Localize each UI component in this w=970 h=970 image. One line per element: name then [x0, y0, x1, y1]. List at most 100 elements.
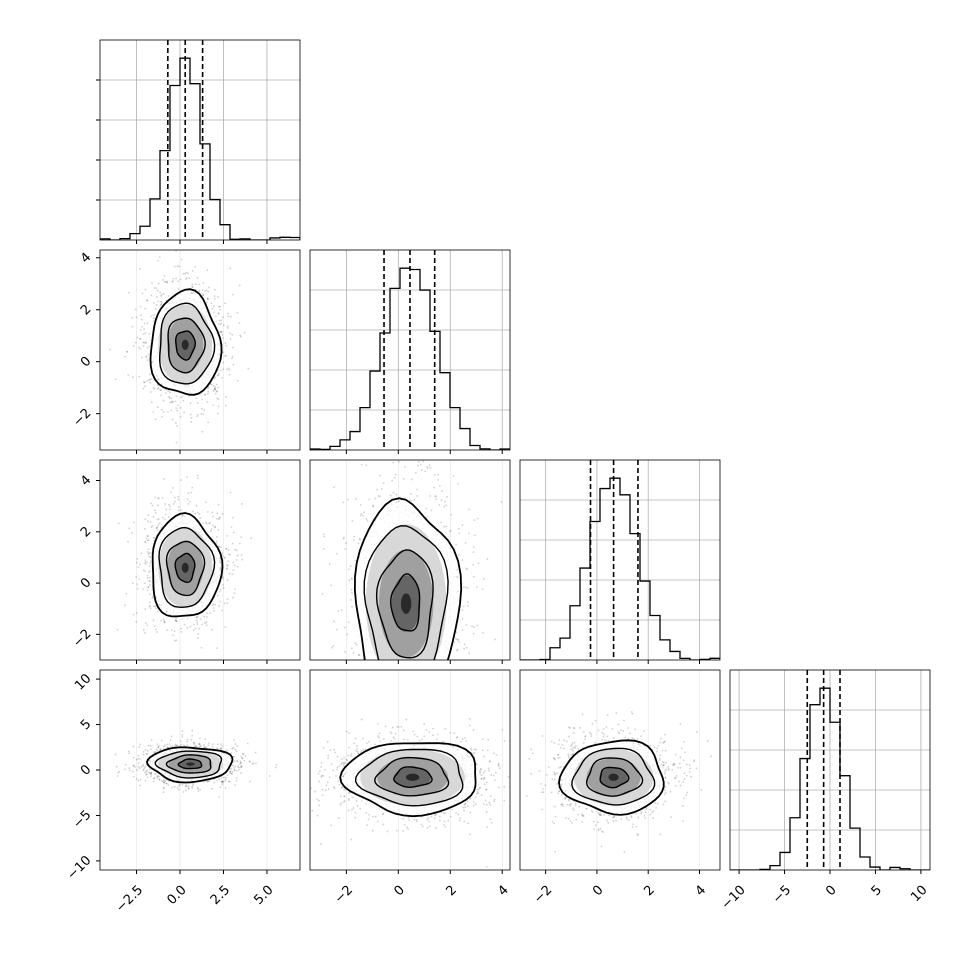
- scatter-point: [193, 742, 196, 745]
- scatter-point: [349, 565, 352, 567]
- scatter-point: [462, 605, 465, 608]
- contour-line: [167, 317, 206, 374]
- scatter-point: [148, 332, 151, 335]
- scatter-point: [404, 674, 406, 676]
- scatter-point: [458, 686, 460, 688]
- scatter-point: [418, 677, 420, 679]
- scatter-point: [365, 518, 368, 520]
- scatter-point: [212, 524, 214, 527]
- scatter-point: [167, 516, 170, 518]
- scatter-point: [148, 605, 151, 608]
- scatter-point: [234, 743, 237, 745]
- scatter-point: [215, 517, 218, 520]
- scatter-point: [211, 743, 214, 746]
- scatter-point: [399, 683, 401, 685]
- scatter-point: [457, 554, 460, 556]
- y-tick-label: 2: [78, 302, 94, 318]
- scatter-point: [170, 735, 173, 738]
- scatter-point: [378, 705, 380, 707]
- scatter-point: [397, 460, 400, 463]
- scatter-point: [456, 648, 459, 651]
- scatter-point: [152, 780, 155, 783]
- contour-line: [174, 552, 196, 584]
- scatter-point: [187, 785, 190, 788]
- scatter-point: [241, 753, 244, 756]
- scatter-point: [222, 361, 225, 364]
- scatter-point: [226, 368, 228, 371]
- scatter-point: [452, 684, 454, 686]
- scatter-point: [373, 663, 375, 665]
- scatter-point: [209, 383, 212, 386]
- axes-frame: [519, 459, 721, 661]
- scatter-point: [147, 353, 150, 356]
- scatter-point: [439, 690, 441, 692]
- scatter-point: [232, 747, 235, 749]
- contour-line: [174, 330, 197, 361]
- scatter-point: [221, 330, 223, 333]
- scatter-point: [476, 517, 479, 520]
- scatter-point: [455, 543, 457, 546]
- scatter-point: [226, 774, 229, 777]
- scatter-point: [141, 292, 144, 295]
- scatter-point: [172, 487, 174, 489]
- scatter-point: [137, 779, 140, 782]
- scatter-point: [225, 344, 228, 347]
- scatter-point: [145, 356, 148, 359]
- contour-line: [165, 540, 206, 597]
- scatter-point: [146, 346, 149, 349]
- scatter-point: [127, 374, 130, 376]
- scatter-point: [131, 532, 133, 534]
- scatter-point: [393, 678, 395, 680]
- scatter-point: [218, 319, 221, 322]
- scatter-point: [214, 386, 217, 388]
- scatter-point: [420, 711, 422, 713]
- scatter-point: [378, 495, 381, 498]
- scatter-point: [359, 514, 362, 517]
- scatter-point: [212, 603, 215, 606]
- marginal-panel-1: [309, 249, 511, 454]
- scatter-point: [383, 697, 385, 699]
- scatter-point: [150, 502, 153, 505]
- scatter-point: [203, 622, 206, 625]
- scatter-point: [146, 574, 149, 577]
- scatter-point: [220, 322, 223, 325]
- scatter-point: [404, 661, 406, 663]
- scatter-point: [128, 527, 131, 530]
- scatter-point: [134, 308, 137, 311]
- scatter-point: [458, 712, 460, 714]
- scatter-point: [443, 709, 445, 711]
- scatter-point: [209, 612, 212, 615]
- scatter-point: [146, 776, 149, 779]
- scatter-point: [458, 532, 461, 535]
- scatter-point: [153, 605, 155, 608]
- scatter-point: [206, 298, 209, 300]
- scatter-point: [142, 345, 145, 347]
- scatter-point: [150, 526, 153, 529]
- scatter-point: [426, 733, 428, 735]
- scatter-point: [403, 661, 405, 663]
- scatter-point: [225, 547, 227, 550]
- contour-line: [158, 526, 216, 609]
- scatter-point: [187, 492, 190, 495]
- scatter-point: [201, 623, 203, 626]
- scatter-point: [160, 619, 163, 622]
- scatter-point: [439, 671, 441, 673]
- scatter-point: [243, 331, 246, 334]
- scatter-point: [229, 554, 231, 556]
- scatter-point: [148, 555, 151, 558]
- scatter-point: [224, 626, 227, 628]
- scatter-point: [149, 607, 152, 610]
- scatter-point: [219, 331, 221, 333]
- scatter-point: [342, 683, 344, 685]
- scatter-point: [197, 413, 199, 416]
- scatter-point: [437, 478, 440, 481]
- scatter-point: [146, 589, 149, 592]
- scatter-point: [405, 670, 407, 672]
- scatter-point: [196, 623, 199, 626]
- scatter-point: [232, 569, 235, 571]
- scatter-point: [137, 754, 140, 757]
- scatter-point: [221, 783, 224, 786]
- scatter-point: [193, 623, 195, 626]
- contour-line: [151, 512, 224, 618]
- scatter-point: [441, 701, 443, 703]
